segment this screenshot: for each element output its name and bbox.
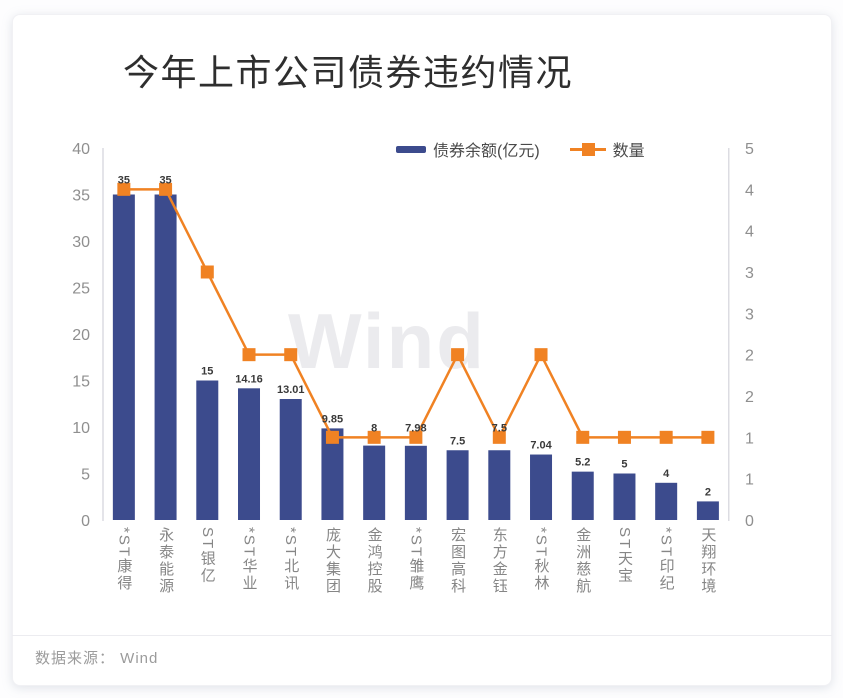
right-axis-tick: 5 bbox=[745, 141, 754, 158]
x-label-ST天宝: ST天宝 bbox=[615, 527, 633, 585]
wind-watermark: Wind bbox=[288, 297, 486, 385]
bar-ST银亿 bbox=[196, 380, 219, 520]
bar-*ST华业 bbox=[238, 388, 261, 520]
bar-value-label: 7.04 bbox=[530, 440, 552, 452]
bar-*ST印纪 bbox=[655, 482, 678, 520]
count-marker-*ST印纪 bbox=[659, 430, 673, 444]
count-marker-东方金钰 bbox=[492, 430, 506, 444]
left-axis-tick: 15 bbox=[72, 374, 90, 391]
bar-value-label: 2 bbox=[705, 486, 711, 498]
count-marker-金洲慈航 bbox=[576, 430, 590, 444]
x-label-庞大集团: 庞大集团 bbox=[323, 527, 341, 595]
count-marker-永泰能源 bbox=[159, 182, 173, 196]
legend-item-bond-balance[interactable]: 债券余额(亿元) bbox=[396, 137, 540, 161]
right-axis-tick: 1 bbox=[745, 430, 754, 447]
x-label-天翔环境: 天翔环境 bbox=[699, 527, 717, 595]
count-marker-*ST北讯 bbox=[284, 348, 298, 362]
count-marker-*ST秋林 bbox=[534, 348, 548, 362]
footer-bar: 数据来源： Wind bbox=[12, 635, 832, 686]
right-axis-tick: 1 bbox=[745, 472, 754, 489]
bar-value-label: 5 bbox=[621, 459, 627, 471]
right-axis-tick: 0 bbox=[745, 513, 754, 530]
x-label-*ST北讯: *ST北讯 bbox=[282, 527, 300, 593]
count-marker-*ST雏鹰 bbox=[409, 430, 423, 444]
chart-card bbox=[12, 14, 832, 686]
count-marker-ST银亿 bbox=[200, 265, 214, 279]
bar-*ST雏鹰 bbox=[404, 445, 427, 520]
legend-label-bond-balance: 债券余额(亿元) bbox=[433, 143, 540, 160]
bar-*ST康得 bbox=[112, 194, 135, 520]
bar-value-label: 7.98 bbox=[405, 422, 426, 434]
bar-value-label: 13.01 bbox=[277, 384, 305, 396]
count-marker-庞大集团 bbox=[325, 430, 339, 444]
bar-value-label: 35 bbox=[118, 174, 130, 186]
bar-series-swatch-icon bbox=[396, 145, 426, 153]
left-axis-tick: 40 bbox=[72, 141, 90, 158]
x-label-东方金钰: 东方金钰 bbox=[490, 527, 508, 595]
right-axis-tick: 3 bbox=[745, 306, 754, 323]
count-marker-宏图高科 bbox=[451, 348, 465, 362]
chart-legend: 债券余额(亿元) 数量 bbox=[396, 137, 645, 161]
bar-天翔环境 bbox=[696, 501, 719, 520]
bar-value-label: 7.5 bbox=[492, 422, 507, 434]
legend-label-count: 数量 bbox=[612, 143, 645, 160]
bar-value-label: 9.85 bbox=[322, 413, 343, 425]
bar-*ST北讯 bbox=[279, 399, 302, 520]
bar-永泰能源 bbox=[154, 194, 177, 520]
chart-title: 今年上市公司债券违约情况 bbox=[123, 52, 574, 93]
bar-value-label: 5.2 bbox=[575, 457, 590, 469]
right-axis-tick: 4 bbox=[745, 182, 754, 199]
right-axis-tick: 4 bbox=[745, 224, 754, 241]
bar-庞大集团 bbox=[321, 428, 344, 520]
left-axis-tick: 5 bbox=[81, 467, 90, 484]
data-source-label: 数据来源： Wind bbox=[35, 650, 159, 667]
right-axis-tick: 2 bbox=[745, 348, 754, 365]
x-label-*ST雏鹰: *ST雏鹰 bbox=[407, 527, 425, 593]
count-marker-*ST康得 bbox=[117, 182, 131, 196]
x-label-金洲慈航: 金洲慈航 bbox=[574, 527, 592, 595]
legend-item-count[interactable]: 数量 bbox=[569, 137, 645, 161]
left-axis-tick: 30 bbox=[72, 234, 90, 251]
bar-value-label: 7.5 bbox=[450, 435, 465, 447]
x-label-*ST秋林: *ST秋林 bbox=[532, 527, 550, 593]
left-axis-tick: 35 bbox=[72, 188, 90, 205]
bar-value-label: 8 bbox=[371, 422, 377, 434]
left-axis-tick: 20 bbox=[72, 327, 90, 344]
left-axis-tick: 10 bbox=[72, 420, 90, 437]
x-label-金鸿控股: 金鸿控股 bbox=[365, 527, 383, 595]
bar-金鸿控股 bbox=[363, 445, 386, 520]
bar-value-label: 14.16 bbox=[235, 373, 263, 385]
bar-东方金钰 bbox=[488, 450, 511, 520]
x-label-*ST印纪: *ST印纪 bbox=[657, 527, 675, 593]
count-marker-*ST华业 bbox=[242, 348, 256, 362]
count-marker-ST天宝 bbox=[617, 430, 631, 444]
left-axis-tick: 0 bbox=[81, 513, 90, 530]
x-label-宏图高科: 宏图高科 bbox=[449, 527, 467, 595]
bar-宏图高科 bbox=[446, 450, 469, 520]
bar-ST天宝 bbox=[613, 473, 636, 520]
right-axis-tick: 2 bbox=[745, 389, 754, 406]
line-series-swatch-icon bbox=[569, 142, 606, 156]
bar-金洲慈航 bbox=[571, 471, 594, 520]
x-label-*ST康得: *ST康得 bbox=[115, 527, 133, 593]
left-axis-tick: 25 bbox=[72, 281, 90, 298]
x-label-永泰能源: 永泰能源 bbox=[157, 527, 175, 595]
count-marker-天翔环境 bbox=[701, 430, 715, 444]
bar-value-label: 15 bbox=[201, 366, 213, 378]
count-marker-金鸿控股 bbox=[367, 430, 381, 444]
right-axis-tick: 3 bbox=[745, 265, 754, 282]
x-label-ST银亿: ST银亿 bbox=[198, 527, 216, 585]
x-label-*ST华业: *ST华业 bbox=[240, 527, 258, 593]
bar-value-label: 4 bbox=[663, 468, 670, 480]
bar-value-label: 35 bbox=[159, 174, 171, 186]
bar-*ST秋林 bbox=[530, 454, 553, 520]
